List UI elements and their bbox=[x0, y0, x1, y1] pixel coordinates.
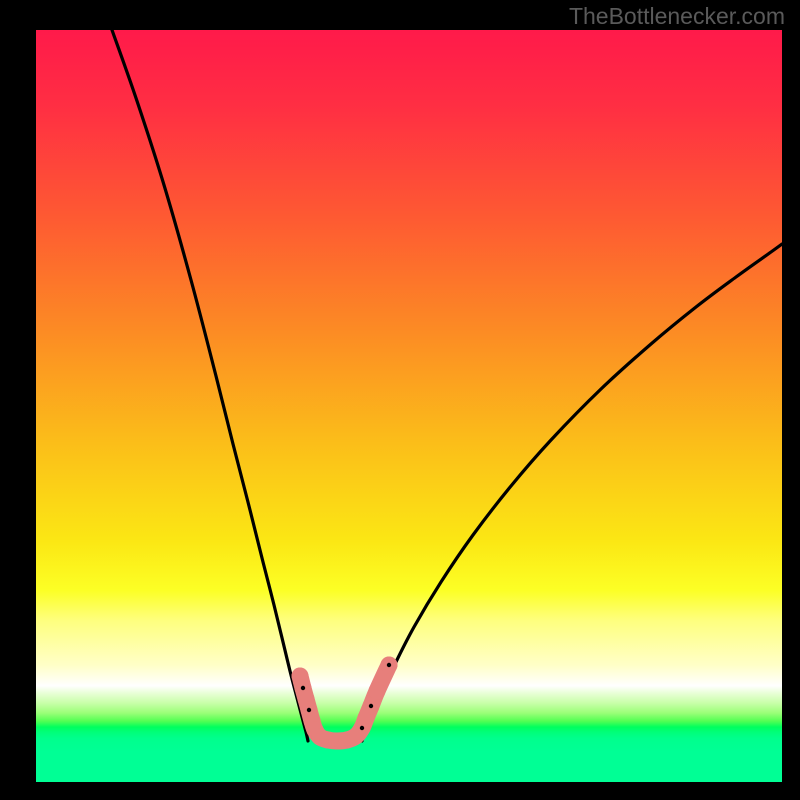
worm-dot bbox=[301, 686, 305, 690]
v-curve-left bbox=[112, 30, 308, 741]
worm-dot bbox=[369, 704, 373, 708]
plot-area bbox=[36, 30, 782, 782]
worm-dot bbox=[387, 663, 391, 667]
watermark-text: TheBottlenecker.com bbox=[569, 3, 785, 30]
worm-dot bbox=[307, 708, 311, 712]
v-curve-right bbox=[362, 244, 782, 741]
worm-dot bbox=[360, 726, 364, 730]
curve-overlay bbox=[36, 30, 782, 782]
worm-segment bbox=[369, 683, 386, 700]
